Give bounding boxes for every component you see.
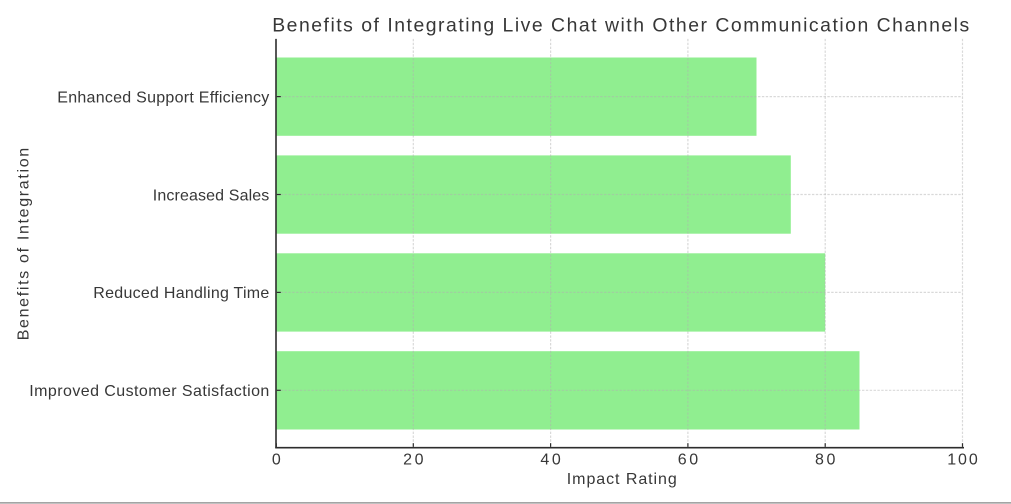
svg-text:0: 0 bbox=[272, 452, 281, 469]
svg-text:Benefits of Integrating Live C: Benefits of Integrating Live Chat with O… bbox=[272, 14, 969, 36]
svg-text:Reduced Handling Time: Reduced Handling Time bbox=[93, 285, 269, 302]
svg-text:Enhanced Support Efficiency: Enhanced Support Efficiency bbox=[57, 89, 269, 106]
svg-text:Improved Customer Satisfaction: Improved Customer Satisfaction bbox=[29, 383, 269, 400]
svg-text:100: 100 bbox=[947, 452, 978, 469]
svg-text:Increased Sales: Increased Sales bbox=[153, 187, 270, 204]
svg-text:Benefits of Integration: Benefits of Integration bbox=[16, 148, 33, 341]
svg-text:Impact Rating: Impact Rating bbox=[567, 471, 677, 488]
